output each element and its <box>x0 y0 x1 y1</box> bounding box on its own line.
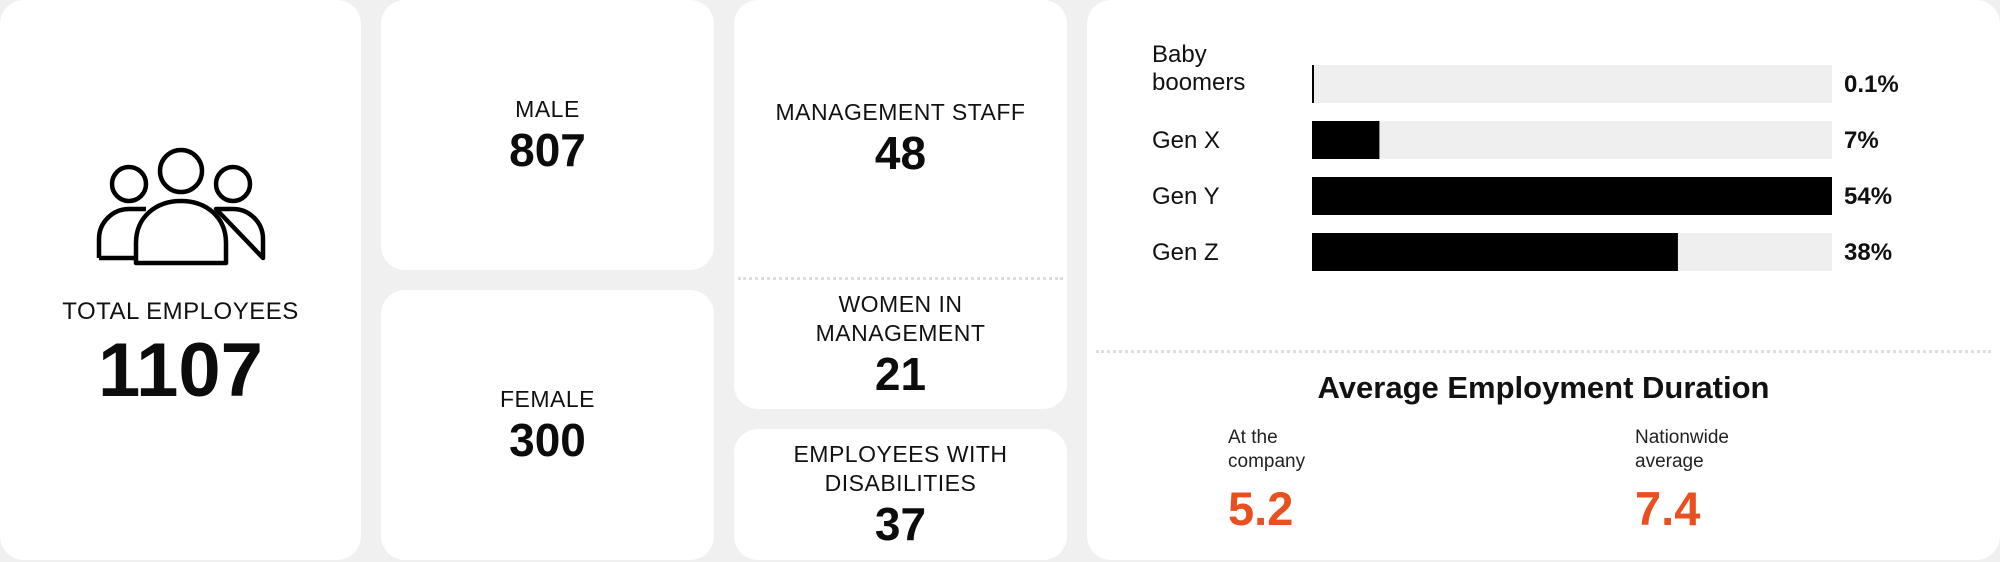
disabilities-card: EMPLOYEES WITH DISABILITIES 37 <box>734 429 1067 560</box>
bar-gen-x <box>1312 121 1380 159</box>
bar-track-baby-boomers <box>1312 65 1832 103</box>
avg-nationwide-label: Nationwide average <box>1635 427 1729 472</box>
management-staff-value: 48 <box>874 127 927 179</box>
total-employees-value: 1107 <box>98 327 263 413</box>
generations-bar-chart: Baby boomers 0.1% Gen X 7% Gen Y 54% Gen Z 38% <box>1152 41 1899 271</box>
women-in-management-label: WOMEN IN MANAGEMENT <box>815 291 986 346</box>
avg-company-block: At the company 5.2 <box>1228 426 1488 534</box>
bar-value-baby-boomers: 0.1% <box>1844 71 1899 98</box>
male-label: MALE <box>515 95 580 122</box>
bar-label-gen-y: Gen Y <box>1152 183 1220 210</box>
bar-value-gen-z: 38% <box>1844 239 1892 266</box>
bar-label-gen-z: Gen Z <box>1152 239 1219 266</box>
bar-value-gen-x: 7% <box>1844 127 1879 154</box>
bar-baby-boomers <box>1312 65 1314 103</box>
bar-value-gen-y: 54% <box>1844 183 1892 210</box>
male-value: 807 <box>509 123 586 176</box>
avg-duration-title: Average Employment Duration <box>1317 370 1770 405</box>
disabilities-label: EMPLOYEES WITH DISABILITIES <box>793 440 1008 496</box>
women-in-management-value: 21 <box>874 348 927 400</box>
management-staff-section: MANAGEMENT STAFF 48 <box>734 0 1067 277</box>
management-card: MANAGEMENT STAFF 48 WOMEN IN MANAGEMENT … <box>734 0 1067 409</box>
disabilities-value: 37 <box>874 497 927 550</box>
bar-label-gen-x: Gen X <box>1152 127 1220 154</box>
divider <box>1096 350 1991 353</box>
generations-duration-card: Baby boomers 0.1% Gen X 7% Gen Y 54% Gen Z 38% A… <box>1087 0 2000 560</box>
bar-label-baby-boomers: Baby boomers <box>1152 41 1245 96</box>
bar-track-gen-x <box>1312 121 1832 159</box>
avg-nationwide-value: 7.4 <box>1635 482 1701 535</box>
women-in-management-section: WOMEN IN MANAGEMENT 21 <box>734 281 1067 409</box>
female-label: FEMALE <box>499 385 596 412</box>
management-staff-label: MANAGEMENT STAFF <box>775 99 1026 125</box>
avg-nationwide-block: Nationwide average 7.4 <box>1635 426 1895 534</box>
female-value: 300 <box>509 413 586 466</box>
total-employees-label: TOTAL EMPLOYEES <box>62 297 299 325</box>
female-card: FEMALE 300 <box>381 290 714 560</box>
bar-gen-z <box>1312 233 1678 271</box>
bar-gen-y <box>1312 177 1832 215</box>
divider <box>738 277 1063 280</box>
group-of-people-icon <box>96 147 265 265</box>
male-card: MALE 807 <box>381 0 714 270</box>
avg-company-value: 5.2 <box>1228 482 1294 535</box>
total-employees-card: TOTAL EMPLOYEES 1107 <box>0 0 361 560</box>
avg-company-label: At the company <box>1228 427 1306 472</box>
